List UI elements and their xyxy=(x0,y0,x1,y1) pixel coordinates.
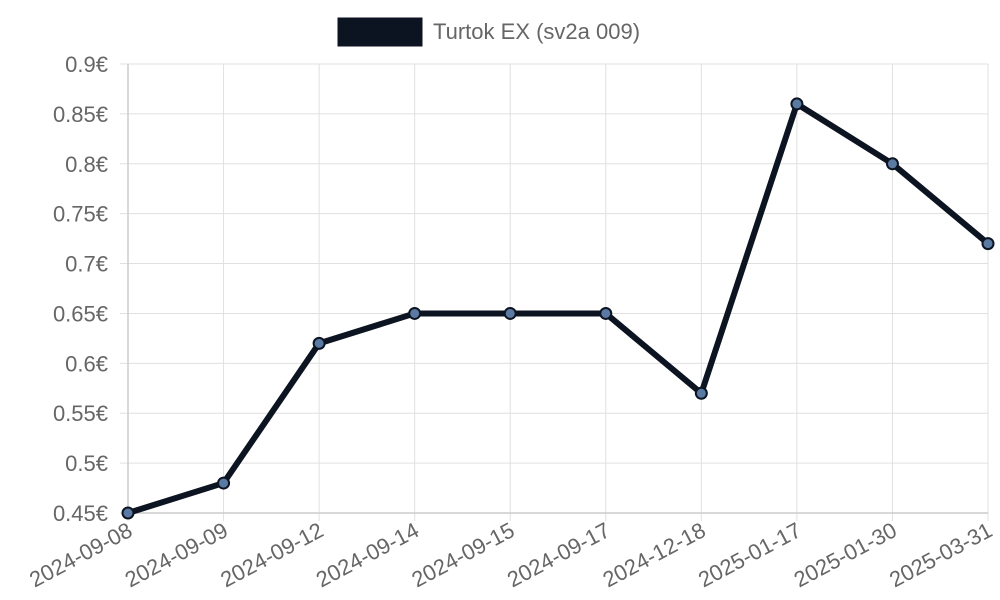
x-tick-label: 2024-09-09 xyxy=(121,517,232,592)
y-tick-label: 0.8€ xyxy=(65,152,108,177)
y-tick-label: 0.65€ xyxy=(53,301,108,326)
x-tick-label: 2024-09-15 xyxy=(407,517,518,592)
grid xyxy=(120,63,989,521)
x-axis-ticks: 2024-09-082024-09-092024-09-122024-09-14… xyxy=(25,517,996,592)
legend[interactable]: Turtok EX (sv2a 009) xyxy=(337,17,640,47)
data-point[interactable] xyxy=(885,157,899,171)
data-point[interactable] xyxy=(121,506,135,520)
y-axis-ticks: 0.45€ 0.5€ 0.55€ 0.6€ 0.65€ 0.7€ 0.75€ 0.8€ 0.85… xyxy=(53,52,108,526)
y-tick-label: 0.75€ xyxy=(53,202,108,227)
y-tick-label: 0.9€ xyxy=(65,52,108,77)
y-tick-label: 0.55€ xyxy=(53,401,108,426)
x-tick-label: 2025-01-30 xyxy=(790,517,901,592)
data-point[interactable] xyxy=(503,306,517,320)
x-tick-label: 2025-01-17 xyxy=(694,517,805,592)
series-group xyxy=(121,97,995,520)
data-point[interactable] xyxy=(694,386,708,400)
legend-label: Turtok EX (sv2a 009) xyxy=(433,19,640,44)
x-tick-label: 2025-03-31 xyxy=(885,517,996,592)
data-point[interactable] xyxy=(312,336,326,350)
data-point[interactable] xyxy=(217,476,231,490)
y-tick-label: 0.85€ xyxy=(53,102,108,127)
x-tick-label: 2024-09-14 xyxy=(312,517,423,592)
y-tick-label: 0.7€ xyxy=(65,252,108,277)
legend-swatch xyxy=(337,17,423,47)
y-tick-label: 0.6€ xyxy=(65,351,108,376)
data-point[interactable] xyxy=(981,237,995,251)
data-point[interactable] xyxy=(790,97,804,111)
x-tick-label: 2024-12-18 xyxy=(599,517,710,592)
x-tick-label: 2024-09-08 xyxy=(25,517,136,592)
x-tick-label: 2024-09-12 xyxy=(216,517,327,592)
data-point[interactable] xyxy=(599,306,613,320)
series-line xyxy=(125,100,991,516)
y-tick-label: 0.45€ xyxy=(53,501,108,526)
data-point[interactable] xyxy=(408,306,422,320)
y-tick-label: 0.5€ xyxy=(65,451,108,476)
x-tick-label: 2024-09-17 xyxy=(503,517,614,592)
